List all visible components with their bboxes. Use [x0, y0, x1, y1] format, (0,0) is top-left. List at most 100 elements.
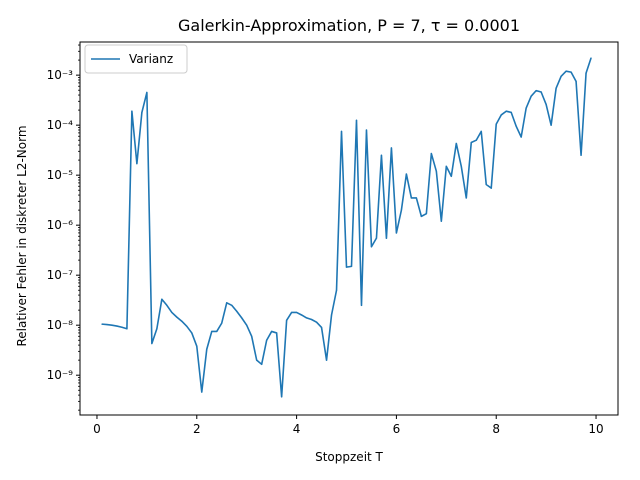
- data-point: [161, 298, 163, 300]
- data-point: [550, 124, 552, 126]
- data-point: [355, 119, 358, 121]
- data-point: [281, 396, 283, 398]
- data-point: [131, 110, 133, 112]
- data-point: [455, 142, 457, 145]
- data-point: [525, 107, 527, 109]
- data-point: [116, 325, 118, 327]
- y-tick-label: 10⁻⁶: [47, 218, 74, 232]
- data-point: [325, 359, 328, 361]
- data-point: [186, 325, 188, 327]
- data-point: [420, 215, 422, 217]
- data-point: [231, 304, 233, 306]
- data-point: [340, 130, 343, 132]
- data-point: [261, 363, 263, 365]
- data-point: [590, 57, 592, 59]
- data-point: [505, 110, 507, 112]
- x-tick-label: 10: [588, 422, 603, 436]
- y-tick-label: 10⁻³: [47, 68, 74, 82]
- data-point: [450, 175, 452, 177]
- data-point: [291, 311, 293, 314]
- data-point: [365, 129, 368, 131]
- x-tick-label: 2: [193, 422, 201, 436]
- data-point: [430, 152, 432, 155]
- data-point: [575, 80, 577, 82]
- data-point: [196, 345, 198, 347]
- data-point: [171, 311, 173, 314]
- data-point: [540, 91, 542, 93]
- y-axis: 10⁻⁹ 10⁻⁸ 10⁻⁷ 10⁻⁶ 10⁻⁵ 10⁻⁴ 10⁻³: [47, 44, 80, 411]
- y-axis-label: Relativer Fehler in diskreter L2-Norm: [15, 125, 29, 346]
- data-point: [296, 311, 298, 314]
- data-point: [345, 266, 348, 268]
- data-point: [126, 328, 128, 330]
- data-point: [410, 197, 412, 199]
- axes-frame: [79, 41, 619, 416]
- data-point: [480, 130, 482, 132]
- x-axis-label: Stoppzeit T: [315, 450, 383, 464]
- data-point: [286, 319, 288, 321]
- data-point: [535, 90, 537, 92]
- data-point: [146, 91, 148, 94]
- data-point: [385, 237, 388, 239]
- legend-box: [84, 44, 188, 74]
- data-point: [241, 317, 243, 319]
- data-point: [375, 237, 378, 239]
- y-tick-label: 10⁻⁸: [47, 318, 74, 332]
- data-point: [300, 314, 303, 316]
- data-point: [360, 304, 363, 306]
- data-point: [256, 359, 258, 361]
- data-point: [585, 72, 587, 74]
- data-point: [246, 324, 248, 326]
- data-point: [226, 302, 228, 304]
- data-point: [156, 328, 158, 330]
- data-point: [545, 103, 547, 105]
- data-point: [166, 304, 168, 306]
- data-point: [495, 123, 497, 125]
- data-point: [520, 136, 522, 138]
- data-point: [191, 332, 193, 334]
- data-point: [176, 316, 178, 318]
- data-point: [216, 330, 218, 333]
- data-point: [106, 323, 108, 326]
- data-point: [141, 111, 143, 113]
- data-point: [315, 321, 318, 323]
- data-point: [470, 141, 472, 144]
- x-tick-label: 4: [293, 422, 301, 436]
- data-point: [251, 335, 253, 337]
- data-point: [580, 154, 582, 156]
- y-tick-label: 10⁻⁷: [47, 268, 74, 282]
- axes-background: [80, 42, 618, 415]
- x-tick-label: 8: [492, 422, 500, 436]
- data-point: [435, 170, 437, 172]
- data-point: [400, 209, 402, 211]
- data-point: [565, 70, 567, 72]
- data-point: [500, 114, 502, 116]
- data-point: [555, 87, 557, 89]
- data-point: [570, 71, 572, 73]
- data-point: [330, 314, 333, 316]
- data-point: [335, 289, 338, 291]
- data-point: [560, 75, 562, 77]
- data-point: [370, 246, 373, 248]
- data-point: [151, 342, 153, 345]
- data-point: [266, 339, 268, 341]
- data-point: [350, 265, 353, 267]
- y-tick-label: 10⁻⁵: [47, 168, 74, 182]
- data-point: [445, 165, 447, 167]
- data-point: [310, 318, 313, 321]
- data-point: [510, 111, 512, 113]
- data-point: [380, 154, 383, 156]
- data-point: [221, 322, 223, 324]
- y-tick-label: 10⁻⁹: [47, 368, 74, 382]
- data-point: [206, 348, 208, 350]
- data-point: [465, 197, 467, 199]
- data-point: [271, 330, 273, 333]
- data-point: [305, 317, 308, 319]
- legend: Varianz: [84, 44, 188, 74]
- data-point: [121, 326, 123, 328]
- data-point: [101, 323, 103, 325]
- data-point: [136, 163, 138, 165]
- data-point: [485, 183, 487, 186]
- data-point: [276, 332, 278, 334]
- data-point: [236, 310, 238, 312]
